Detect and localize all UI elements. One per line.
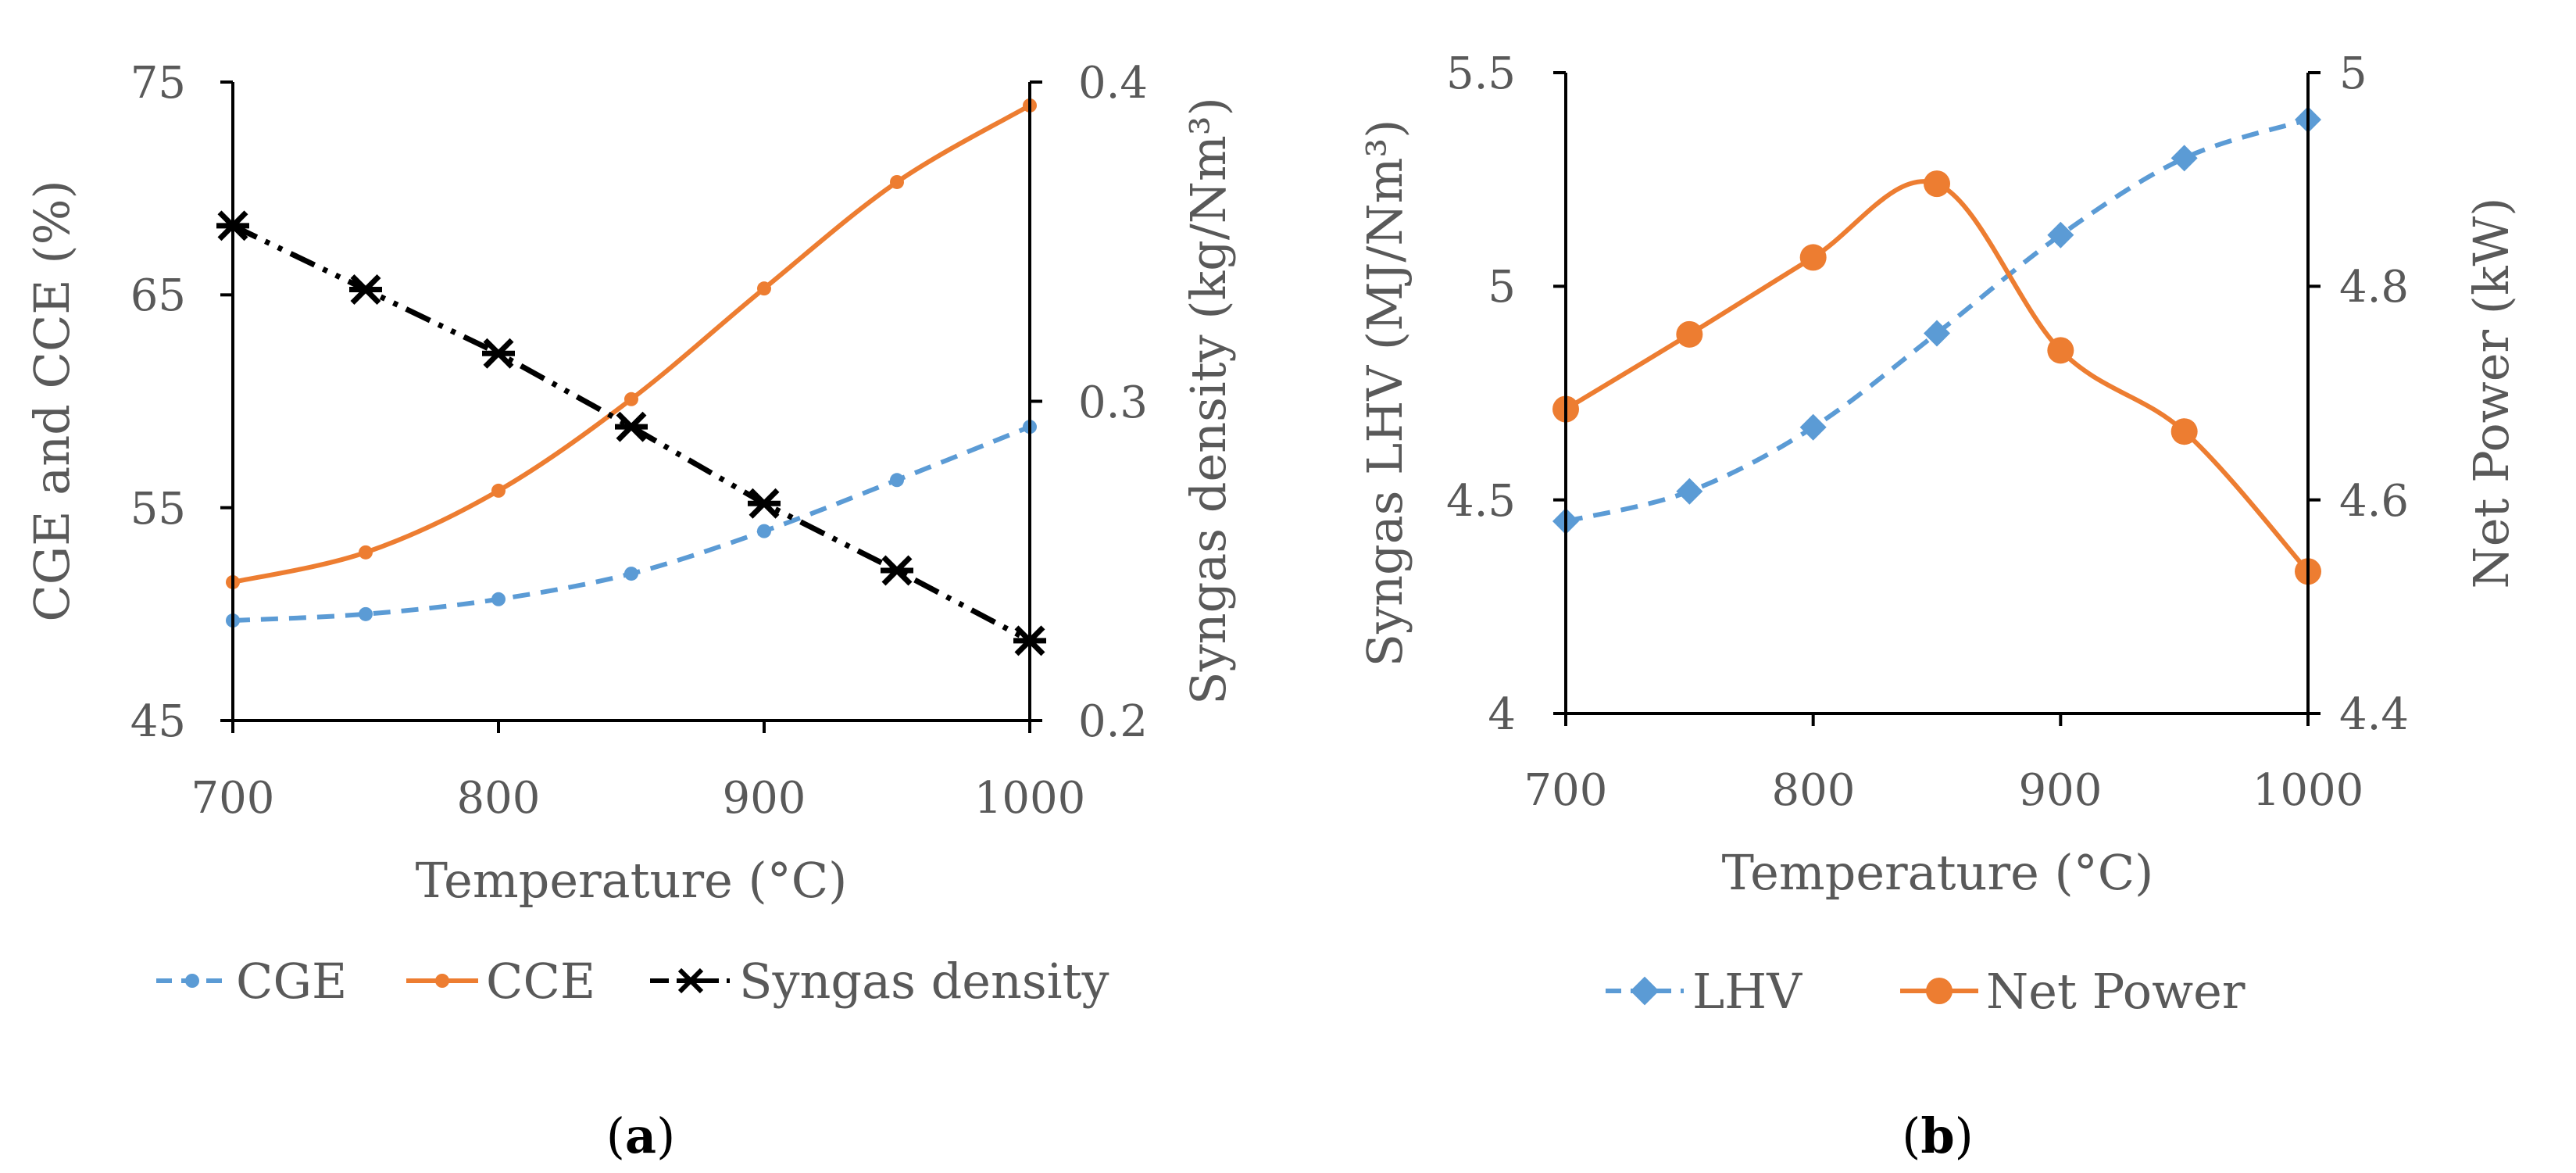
panel-b-legend: LHV Net Power xyxy=(1606,963,2246,1020)
panel-a-y-left-tick: 45 xyxy=(130,696,186,747)
data-point-net-power xyxy=(2047,337,2074,364)
panel-b-x-tick: 800 xyxy=(1772,765,1856,816)
panel-a-y-right-tick: 0.2 xyxy=(1078,696,1148,747)
data-point-cce xyxy=(757,281,771,296)
chart-panel-a: 75 65 55 45 0.4 0.3 0.2 700 800 900 1000… xyxy=(23,58,1237,1164)
panel-b-y-left-tick: 5 xyxy=(1488,262,1516,313)
chart-panel-b: 5.5 5 4.5 4 5 4.8 4.6 4.4 700 800 900 10… xyxy=(1356,48,2520,1164)
panel-b-y-right-tick: 4.6 xyxy=(2339,476,2409,527)
panel-a-y-right-axis-title: Syngas density (kg/Nm³) xyxy=(1180,97,1237,705)
panel-b-y-right-tick: 4.8 xyxy=(2339,262,2409,313)
panel-a-series-layer xyxy=(216,98,1046,656)
panel-b-x-tick: 700 xyxy=(1524,765,1608,816)
legend-marker-cge xyxy=(185,974,199,988)
data-point-cge xyxy=(491,592,506,606)
data-point-syngas-density xyxy=(748,488,781,519)
data-point-cge xyxy=(890,473,904,488)
legend-label-cce: CCE xyxy=(486,953,595,1010)
data-point-net-power xyxy=(2170,418,2198,445)
legend-marker-lhv xyxy=(1630,976,1660,1006)
series-line-net-power xyxy=(1564,179,2310,574)
panel-a-y-right-tick: 0.3 xyxy=(1078,377,1148,428)
data-point-syngas-density xyxy=(881,555,913,586)
data-point-syngas-density xyxy=(615,411,648,442)
panel-b-x-axis-title: Temperature (°C) xyxy=(1722,844,2154,901)
data-point-net-power xyxy=(1799,244,1827,271)
legend-label-syngas-density: Syngas density xyxy=(739,953,1109,1010)
data-point-cce xyxy=(624,392,638,406)
panel-b-y-left-tick: 4 xyxy=(1488,689,1516,740)
panel-a-y-right-tick: 0.4 xyxy=(1078,58,1148,109)
panel-b-caption: (b) xyxy=(1902,1107,1974,1164)
panel-a-x-tick: 900 xyxy=(723,773,806,824)
panel-b-y-right-tick: 5 xyxy=(2339,48,2367,99)
panel-b-x-tick: 1000 xyxy=(2253,765,2364,816)
data-point-net-power xyxy=(1676,320,1703,348)
data-point-lhv xyxy=(1924,320,1950,347)
panel-b-series-layer xyxy=(1552,106,2321,585)
panel-b-tick-marks xyxy=(1553,71,2321,726)
data-point-net-power xyxy=(1924,170,1950,198)
legend-label-lhv: LHV xyxy=(1692,963,1802,1020)
panel-a-x-tick: 800 xyxy=(457,773,541,824)
legend-marker-net-power xyxy=(1926,978,1953,1004)
panel-a-x-tick: 700 xyxy=(191,773,275,824)
data-point-cge xyxy=(359,606,373,621)
data-point-syngas-density xyxy=(349,274,382,305)
legend-label-net-power: Net Power xyxy=(1986,963,2246,1020)
panel-a-caption: (a) xyxy=(606,1107,676,1164)
series-line-cce xyxy=(232,103,1031,585)
data-point-lhv xyxy=(2170,145,2198,172)
series-line-cge xyxy=(232,424,1031,623)
data-point-lhv xyxy=(1676,477,1703,505)
legend-marker-cce xyxy=(435,974,449,988)
panel-a-x-tick: 1000 xyxy=(974,773,1086,824)
panel-a-caption-label: a xyxy=(625,1107,656,1164)
data-point-lhv xyxy=(2047,221,2074,249)
panel-a-y-left-tick: 65 xyxy=(130,270,186,321)
panel-b-caption-label: b xyxy=(1920,1107,1954,1164)
panel-a-tick-marks xyxy=(220,80,1042,733)
legend-marker-syngas-density xyxy=(677,967,705,994)
panel-b-y-right-axis-title: Net Power (kW) xyxy=(2463,198,2520,589)
data-point-lhv xyxy=(1799,413,1827,441)
data-point-cce xyxy=(890,174,904,189)
panel-b-y-left-axis-title: Syngas LHV (MJ/Nm³) xyxy=(1356,120,1413,667)
data-point-cce xyxy=(491,483,506,498)
panel-a-y-left-tick: 55 xyxy=(130,484,186,535)
panel-b-y-left-tick: 4.5 xyxy=(1446,476,1516,527)
panel-a-y-left-tick: 75 xyxy=(130,58,186,109)
data-point-cge xyxy=(757,524,771,538)
panel-b-y-left-tick: 5.5 xyxy=(1446,48,1516,99)
panel-b-y-right-tick: 4.4 xyxy=(2339,689,2409,740)
data-point-cge xyxy=(624,567,638,581)
panel-a-legend: CGE CCE Syngas density xyxy=(156,953,1109,1010)
data-point-cce xyxy=(359,545,373,560)
panel-a-x-axis-title: Temperature (°C) xyxy=(416,852,848,909)
panel-b-x-tick: 900 xyxy=(2019,765,2103,816)
panel-a-y-left-axis-title: CGE and CCE (%) xyxy=(23,180,80,621)
data-point-syngas-density xyxy=(482,338,515,369)
legend-label-cge: CGE xyxy=(236,953,347,1010)
